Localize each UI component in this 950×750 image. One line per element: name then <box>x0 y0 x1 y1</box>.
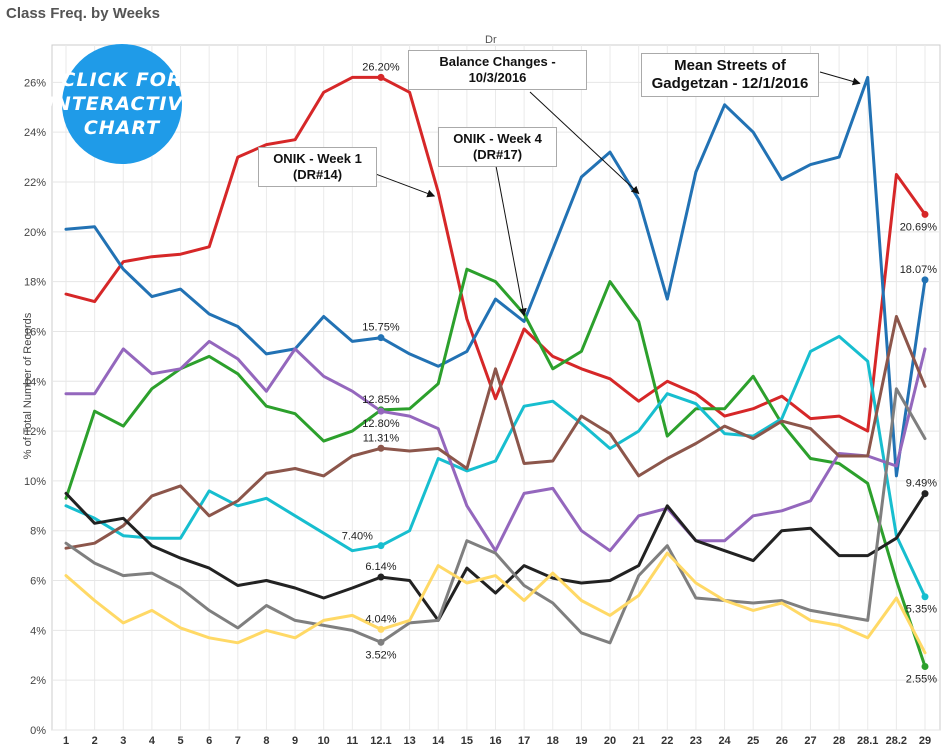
data-label: 4.04% <box>365 613 396 625</box>
data-label: 11.31% <box>363 432 400 444</box>
series-line-8 <box>64 551 927 655</box>
data-point-marker <box>377 407 385 415</box>
data-point-marker <box>377 625 385 633</box>
series-line-4 <box>64 339 927 553</box>
data-label: 18.07% <box>900 264 938 276</box>
annotation-balance-changes: Balance Changes - 10/3/2016 <box>408 50 587 90</box>
annotation-arrow <box>495 165 527 317</box>
x-tick-label: 18 <box>547 735 559 747</box>
data-label: 15.75% <box>362 322 400 334</box>
data-label: 3.52% <box>365 649 396 661</box>
x-tick-label: 5 <box>177 735 183 747</box>
data-label: 12.80% <box>362 418 400 430</box>
series-line-5 <box>64 315 927 550</box>
chart-title: Class Freq. by Weeks <box>6 5 160 22</box>
data-point-marker <box>921 210 929 218</box>
x-tick-label: 12.1 <box>370 735 391 747</box>
x-tick-label: 13 <box>403 735 415 747</box>
interactive-chart-badge[interactable]: CLICK FOR INTERACTIVE CHART <box>47 44 196 164</box>
data-point-marker <box>377 573 385 581</box>
x-tick-label: 1 <box>63 735 69 747</box>
x-tick-label: 28.1 <box>857 735 878 747</box>
x-tick-label: 24 <box>718 735 731 747</box>
x-tick-label: 25 <box>747 735 759 747</box>
x-tick-label: 19 <box>575 735 587 747</box>
x-tick-label: 14 <box>432 735 445 747</box>
x-tick-label: 8 <box>263 735 269 747</box>
x-tick-label: 3 <box>120 735 126 747</box>
x-tick-label: 10 <box>318 735 330 747</box>
x-tick-label: 26 <box>776 735 788 747</box>
data-point-marker <box>377 542 385 550</box>
series-line-6 <box>64 491 927 622</box>
y-tick-label: 22% <box>24 177 46 189</box>
data-point-marker <box>377 444 385 452</box>
annotation-mean-streets: Mean Streets of Gadgetzan - 12/1/2016 <box>641 53 819 97</box>
y-tick-label: 16% <box>24 326 46 338</box>
data-label: 6.14% <box>365 561 396 573</box>
data-point-marker <box>377 334 385 342</box>
x-tick-label: 22 <box>661 735 673 747</box>
y-tick-label: 4% <box>30 625 46 637</box>
data-label: 9.49% <box>906 478 937 490</box>
annotation-arrow <box>819 71 861 86</box>
y-tick-label: 12% <box>24 426 46 438</box>
x-axis-title: Dr <box>485 34 497 46</box>
y-tick-label: 0% <box>30 725 46 737</box>
series-line-1 <box>64 75 927 478</box>
y-tick-label: 10% <box>24 476 46 488</box>
data-label: 7.40% <box>342 531 373 543</box>
data-point-marker <box>921 276 929 284</box>
series-line-7 <box>64 387 927 645</box>
data-point-marker <box>921 490 929 498</box>
x-tick-label: 27 <box>804 735 816 747</box>
y-tick-label: 14% <box>24 376 46 388</box>
data-label: 5.35% <box>906 604 937 616</box>
series-line-2 <box>64 267 927 668</box>
data-label: 26.20% <box>362 61 400 73</box>
x-tick-label: 20 <box>604 735 616 747</box>
annotation-onik-week4-text: ONIK - Week 4 (DR#17) <box>453 131 542 162</box>
x-tick-label: 2 <box>92 735 98 747</box>
series-line-0 <box>64 75 927 433</box>
series-line-3 <box>64 334 927 599</box>
y-tick-label: 6% <box>30 576 46 588</box>
y-tick-label: 2% <box>30 675 46 687</box>
y-tick-label: 18% <box>24 277 46 289</box>
y-tick-label: 24% <box>24 127 46 139</box>
annotation-onik-week4: ONIK - Week 4 (DR#17) <box>438 127 557 167</box>
data-label: 2.55% <box>906 673 937 685</box>
x-tick-label: 17 <box>518 735 530 747</box>
x-tick-label: 21 <box>633 735 645 747</box>
y-tick-label: 26% <box>24 77 46 89</box>
annotation-onik-week1: ONIK - Week 1 (DR#14) <box>258 147 377 187</box>
x-tick-label: 29 <box>919 735 931 747</box>
badge-label: CLICK FOR INTERACTIVE CHART <box>46 69 198 139</box>
x-tick-label: 9 <box>292 735 298 747</box>
x-tick-label: 15 <box>461 735 473 747</box>
x-tick-label: 28 <box>833 735 845 747</box>
y-tick-label: 8% <box>30 526 46 538</box>
x-tick-label: 6 <box>206 735 212 747</box>
data-label: 20.69% <box>900 221 938 233</box>
x-tick-label: 7 <box>235 735 241 747</box>
x-tick-label: 28.2 <box>886 735 907 747</box>
x-tick-label: 4 <box>149 735 156 747</box>
data-point-marker <box>377 638 385 646</box>
annotation-arrow <box>529 91 640 195</box>
data-point-marker <box>921 662 929 670</box>
x-tick-label: 23 <box>690 735 702 747</box>
annotation-balance-changes-text: Balance Changes - 10/3/2016 <box>439 54 556 85</box>
x-tick-label: 11 <box>347 735 359 747</box>
data-label: 12.85% <box>362 394 400 406</box>
annotation-onik-week1-text: ONIK - Week 1 (DR#14) <box>273 151 362 182</box>
data-point-marker <box>377 73 385 81</box>
annotation-mean-streets-text: Mean Streets of Gadgetzan - 12/1/2016 <box>651 57 809 92</box>
x-tick-label: 16 <box>489 735 501 747</box>
y-tick-label: 20% <box>24 227 46 239</box>
data-point-marker <box>921 593 929 601</box>
